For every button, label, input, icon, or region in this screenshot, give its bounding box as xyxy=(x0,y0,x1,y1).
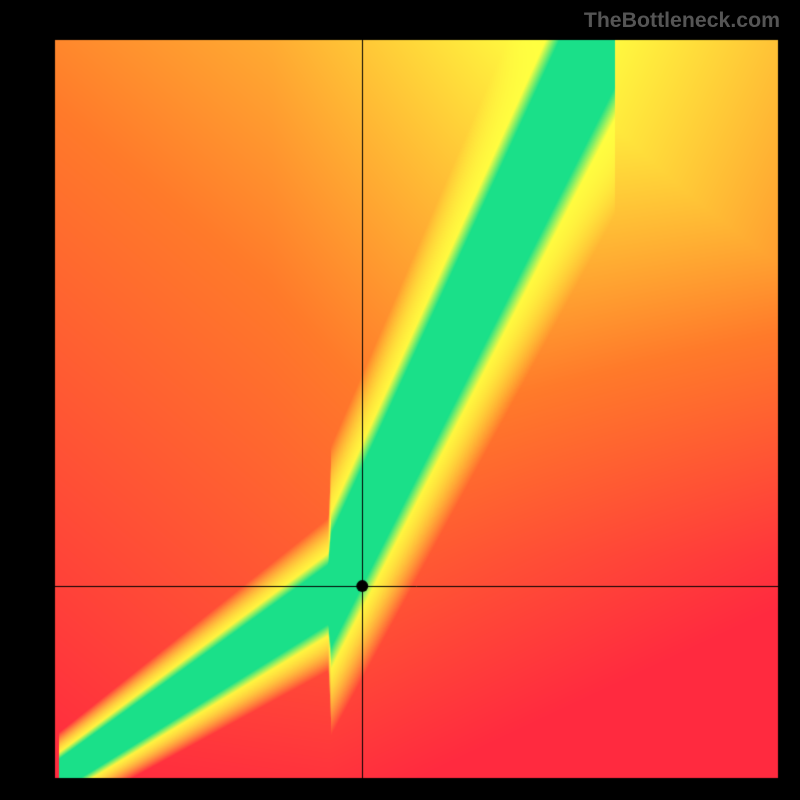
watermark-text: TheBottleneck.com xyxy=(584,8,780,33)
heatmap-canvas xyxy=(0,0,800,800)
